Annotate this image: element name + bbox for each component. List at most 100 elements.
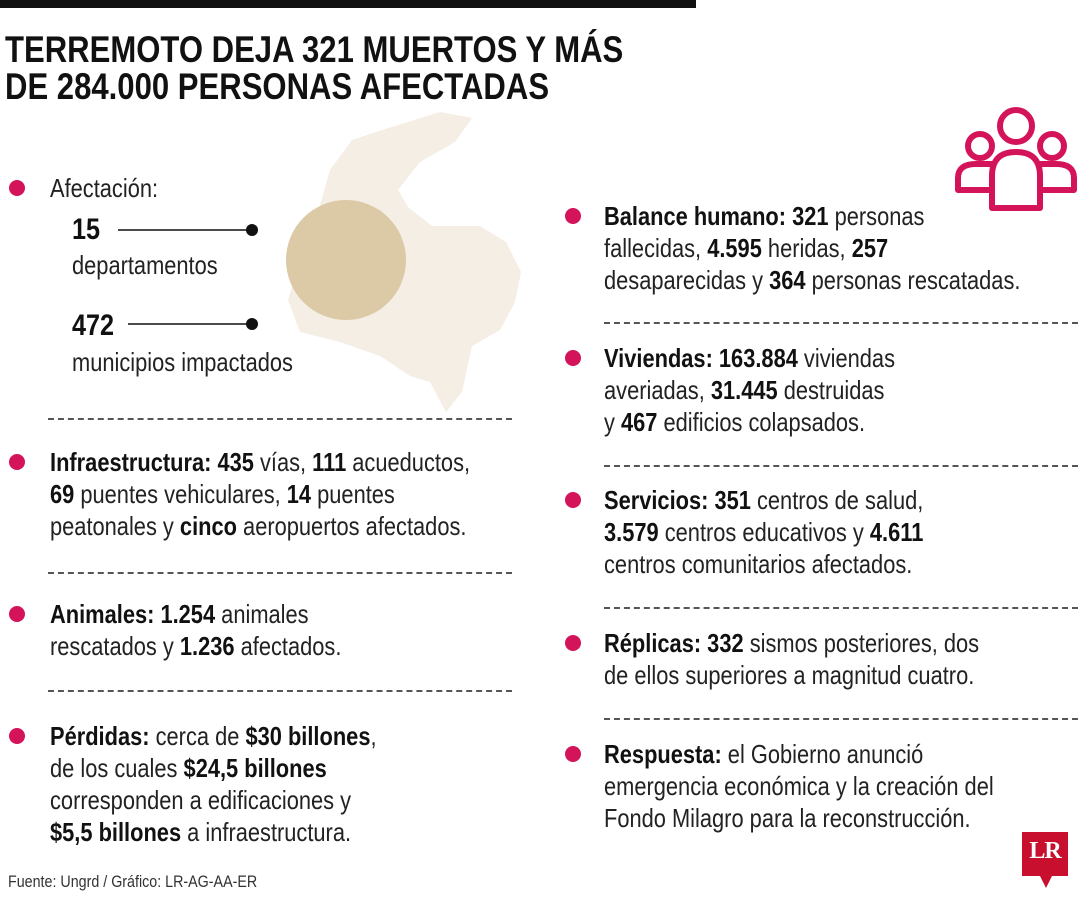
text-line: centros comunitarios afectados. <box>604 548 912 580</box>
text: cerca de <box>149 721 246 751</box>
text-line: de los cuales $24,5 billones <box>50 752 327 784</box>
text: destruidas <box>777 375 885 405</box>
text-line: $5,5 billones a infraestructura. <box>50 816 351 848</box>
text: puentes <box>311 479 395 509</box>
text-line: rescatados y 1.236 afectados. <box>50 630 341 662</box>
bold-text: 111 <box>312 447 347 477</box>
text: corresponden a edificaciones y <box>50 785 352 815</box>
bold-text: 4.595 <box>707 233 762 263</box>
bold-text: $5,5 billones <box>50 817 182 847</box>
title-line: TERREMOTO DEJA 321 MUERTOS Y MÁS <box>5 29 624 70</box>
text: emergencia económica y la creación del <box>604 771 994 801</box>
text-line: 3.579 centros educativos y 4.611 <box>604 516 923 548</box>
bold-text: $30 billones <box>245 721 371 751</box>
bold-text: Pérdidas: <box>50 721 150 751</box>
text: y <box>604 407 621 437</box>
text-line: desaparecidas y 364 personas rescatadas. <box>604 264 1020 296</box>
text: viviendas <box>797 343 895 373</box>
bullet <box>9 180 25 196</box>
text-line: Respuesta: el Gobierno anunció <box>604 738 923 770</box>
bold-text: Balance humano: 321 <box>604 201 829 231</box>
bold-text: Respuesta: <box>604 739 722 769</box>
bold-text: $24,5 billones <box>183 753 327 783</box>
text: animales <box>215 599 309 629</box>
text: personas <box>828 201 925 231</box>
text: centros comunitarios afectados. <box>604 549 913 579</box>
stat-value: 15 <box>72 213 101 246</box>
bold-text: cinco <box>179 511 237 541</box>
bullet <box>9 728 25 744</box>
bold-text: Infraestructura: 435 <box>50 447 254 477</box>
separator <box>48 572 512 574</box>
bold-text: 4.611 <box>869 517 924 547</box>
bold-text: 467 <box>620 407 658 437</box>
text: averiadas, <box>604 375 711 405</box>
text-line: Balance humano: 321 personas <box>604 200 924 232</box>
logo-text: LR <box>1029 838 1061 864</box>
text-line: de ellos superiores a magnitud cuatro. <box>604 659 974 691</box>
separator <box>604 465 1078 467</box>
text: edificios colapsados. <box>657 407 866 437</box>
separator <box>604 607 1078 609</box>
source: Fuente: Ungrd / Gráfico: LR-AG-AA-ER <box>8 872 258 891</box>
text-line: y 467 edificios colapsados. <box>604 406 865 438</box>
bold-text: 14 <box>286 479 312 509</box>
text: acueductos, <box>346 447 471 477</box>
bold-text: 364 <box>769 265 806 295</box>
bold-text: 69 <box>50 479 75 509</box>
people-icon <box>955 107 1077 211</box>
bold-text: Réplicas: 332 <box>604 628 744 658</box>
text: aeropuertos afectados. <box>236 511 467 541</box>
text: peatonales y <box>50 511 180 541</box>
text: personas rescatadas. <box>805 265 1021 295</box>
text: , <box>370 721 377 751</box>
text: sismos posteriores, dos <box>743 628 980 658</box>
title-line: DE 284.000 PERSONAS AFECTADAS <box>5 66 550 107</box>
text: rescatados y <box>50 631 180 661</box>
text-line: emergencia económica y la creación del <box>604 770 994 802</box>
separator <box>604 322 1078 324</box>
text: desaparecidas y <box>604 265 770 295</box>
bullet <box>565 746 581 762</box>
bold-text: 1.236 <box>179 631 235 661</box>
bullet <box>565 635 581 651</box>
bold-text: Servicios: 351 <box>604 485 751 515</box>
text: afectados. <box>234 631 342 661</box>
text-line: fallecidas, 4.595 heridas, 257 <box>604 232 888 264</box>
text: el Gobierno anunció <box>721 739 924 769</box>
text-line: Pérdidas: cerca de $30 billones, <box>50 720 377 752</box>
bold-text: 257 <box>851 233 889 263</box>
bullet <box>565 208 581 224</box>
bullet <box>565 350 581 366</box>
text-line: corresponden a edificaciones y <box>50 784 351 816</box>
bullet <box>9 606 25 622</box>
separator <box>48 418 512 420</box>
text: heridas, <box>761 233 852 263</box>
text: puentes vehiculares, <box>74 479 287 509</box>
bold-text: 3.579 <box>604 517 659 547</box>
separator <box>604 718 1078 720</box>
logo-badge <box>1022 832 1068 888</box>
text: centros de salud, <box>750 485 924 515</box>
stat-value: 472 <box>72 309 115 342</box>
text-line: Servicios: 351 centros de salud, <box>604 484 923 516</box>
text-line: 69 puentes vehiculares, 14 puentes <box>50 478 395 510</box>
top-bar <box>0 0 696 8</box>
text-line: Infraestructura: 435 vías, 111 acueducto… <box>50 446 470 478</box>
stat-label: municipios impactados <box>72 347 293 377</box>
bold-text: Animales: 1.254 <box>50 599 216 629</box>
text: centros educativos y <box>658 517 870 547</box>
text: a infraestructura. <box>181 817 352 847</box>
text: de los cuales <box>50 753 184 783</box>
text: vías, <box>253 447 313 477</box>
affected-zone <box>286 200 406 320</box>
bold-text: Viviendas: 163.884 <box>604 343 798 373</box>
text-line: Réplicas: 332 sismos posteriores, dos <box>604 627 979 659</box>
bullet <box>9 454 25 470</box>
bullet <box>565 492 581 508</box>
text-line: Fondo Milagro para la reconstrucción. <box>604 802 971 834</box>
section-label: Afectación: <box>50 173 159 203</box>
text: Fondo Milagro para la reconstrucción. <box>604 803 971 833</box>
